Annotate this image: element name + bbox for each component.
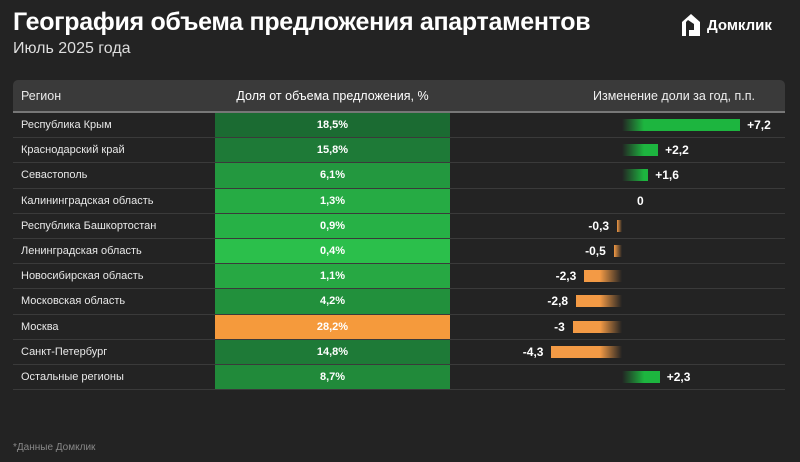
change-label: +7,2 — [747, 118, 771, 132]
page-subtitle: Июль 2025 года — [13, 40, 131, 57]
change-bar — [613, 244, 622, 257]
change-label: -0,3 — [588, 218, 610, 233]
table-row: Новосибирская область 1,1% -2,3 — [13, 264, 785, 290]
change-bar — [622, 144, 659, 157]
table-row: Остальные регионы 8,7% +2,3 — [13, 364, 785, 391]
share-cell: 18,5% — [215, 113, 450, 138]
region-name: Московская область — [21, 295, 126, 308]
table-row: Москва 28,2% -3 — [13, 314, 785, 340]
col-change: Изменение доли за год, п.п. — [593, 88, 755, 103]
table-row: Санкт-Петербург 14,8% -4,3 — [13, 339, 785, 365]
share-cell: 1,3% — [215, 188, 450, 213]
change-cell: -2,8 — [450, 289, 785, 313]
change-bar — [617, 219, 622, 232]
table-row: Ленинградская область 0,4% -0,5 — [13, 238, 785, 265]
region-name: Остальные регионы — [21, 370, 124, 383]
table-row: Республика Башкортостан 0,9% -0,3 — [13, 213, 785, 239]
change-label: -2,3 — [555, 269, 577, 284]
share-cell: 0,4% — [215, 238, 450, 264]
change-cell: -0,5 — [450, 239, 785, 263]
change-label: -4,3 — [522, 344, 544, 359]
share-cell: 0,9% — [215, 213, 450, 238]
change-cell: +1,6 — [450, 163, 785, 187]
change-cell: +2,3 — [450, 365, 785, 389]
table-header: Регион Доля от объема предложения, % Изм… — [13, 80, 785, 113]
change-bar — [551, 345, 622, 358]
change-cell: -3 — [450, 315, 785, 339]
data-table: Регион Доля от объема предложения, % Изм… — [13, 80, 785, 391]
share-cell: 15,8% — [215, 138, 450, 163]
share-cell: 1,1% — [215, 264, 450, 289]
region-name: Калининградская область — [21, 194, 154, 207]
change-cell: 0 — [450, 189, 785, 213]
region-name: Республика Башкортостан — [21, 219, 157, 232]
table-row: Московская область 4,2% -2,8 — [13, 289, 785, 315]
table-row: Севастополь 6,1% +1,6 — [13, 163, 785, 189]
domclick-logo: Домклик — [680, 12, 772, 38]
region-name: Севастополь — [21, 169, 88, 182]
change-label: -3 — [554, 319, 565, 334]
change-cell: +2,2 — [450, 138, 785, 162]
page-title: География объема предложения апартаменто… — [13, 8, 591, 36]
change-bar — [576, 295, 622, 308]
change-label: -0,5 — [585, 243, 606, 258]
change-bar — [622, 119, 741, 131]
share-cell: 4,2% — [215, 289, 450, 314]
change-label: +2,3 — [666, 369, 691, 384]
change-cell: +7,2 — [450, 113, 785, 137]
share-cell: 6,1% — [215, 163, 450, 188]
change-label: +2,2 — [665, 143, 689, 158]
region-name: Санкт-Петербург — [21, 345, 108, 358]
region-name: Москва — [21, 320, 59, 333]
table-row: Краснодарский край 15,8% +2,2 — [13, 138, 785, 164]
change-label: -2,8 — [547, 294, 569, 309]
change-label: +1,6 — [655, 168, 679, 183]
table-row: Республика Крым 18,5% +7,2 — [13, 113, 785, 139]
change-cell: -0,3 — [450, 214, 785, 238]
share-cell: 8,7% — [215, 364, 450, 390]
region-name: Новосибирская область — [21, 270, 144, 283]
logo-text: Домклик — [707, 16, 772, 34]
change-bar — [622, 169, 649, 182]
change-cell: -2,3 — [450, 264, 785, 288]
change-bar — [584, 270, 622, 283]
house-logo-icon — [682, 14, 700, 36]
change-label: 0 — [637, 193, 644, 208]
region-name: Республика Крым — [21, 119, 112, 132]
col-region: Регион — [21, 88, 62, 103]
change-bar — [572, 320, 622, 333]
share-cell: 28,2% — [215, 314, 450, 339]
footnote: *Данные Домклик — [13, 442, 96, 453]
region-name: Ленинградская область — [21, 245, 142, 258]
change-bar — [622, 370, 660, 383]
col-share: Доля от объема предложения, % — [236, 88, 429, 103]
table-row: Калининградская область 1,3% 0 — [13, 188, 785, 214]
change-cell: -4,3 — [450, 340, 785, 364]
share-cell: 14,8% — [215, 339, 450, 364]
region-name: Краснодарский край — [21, 144, 125, 157]
